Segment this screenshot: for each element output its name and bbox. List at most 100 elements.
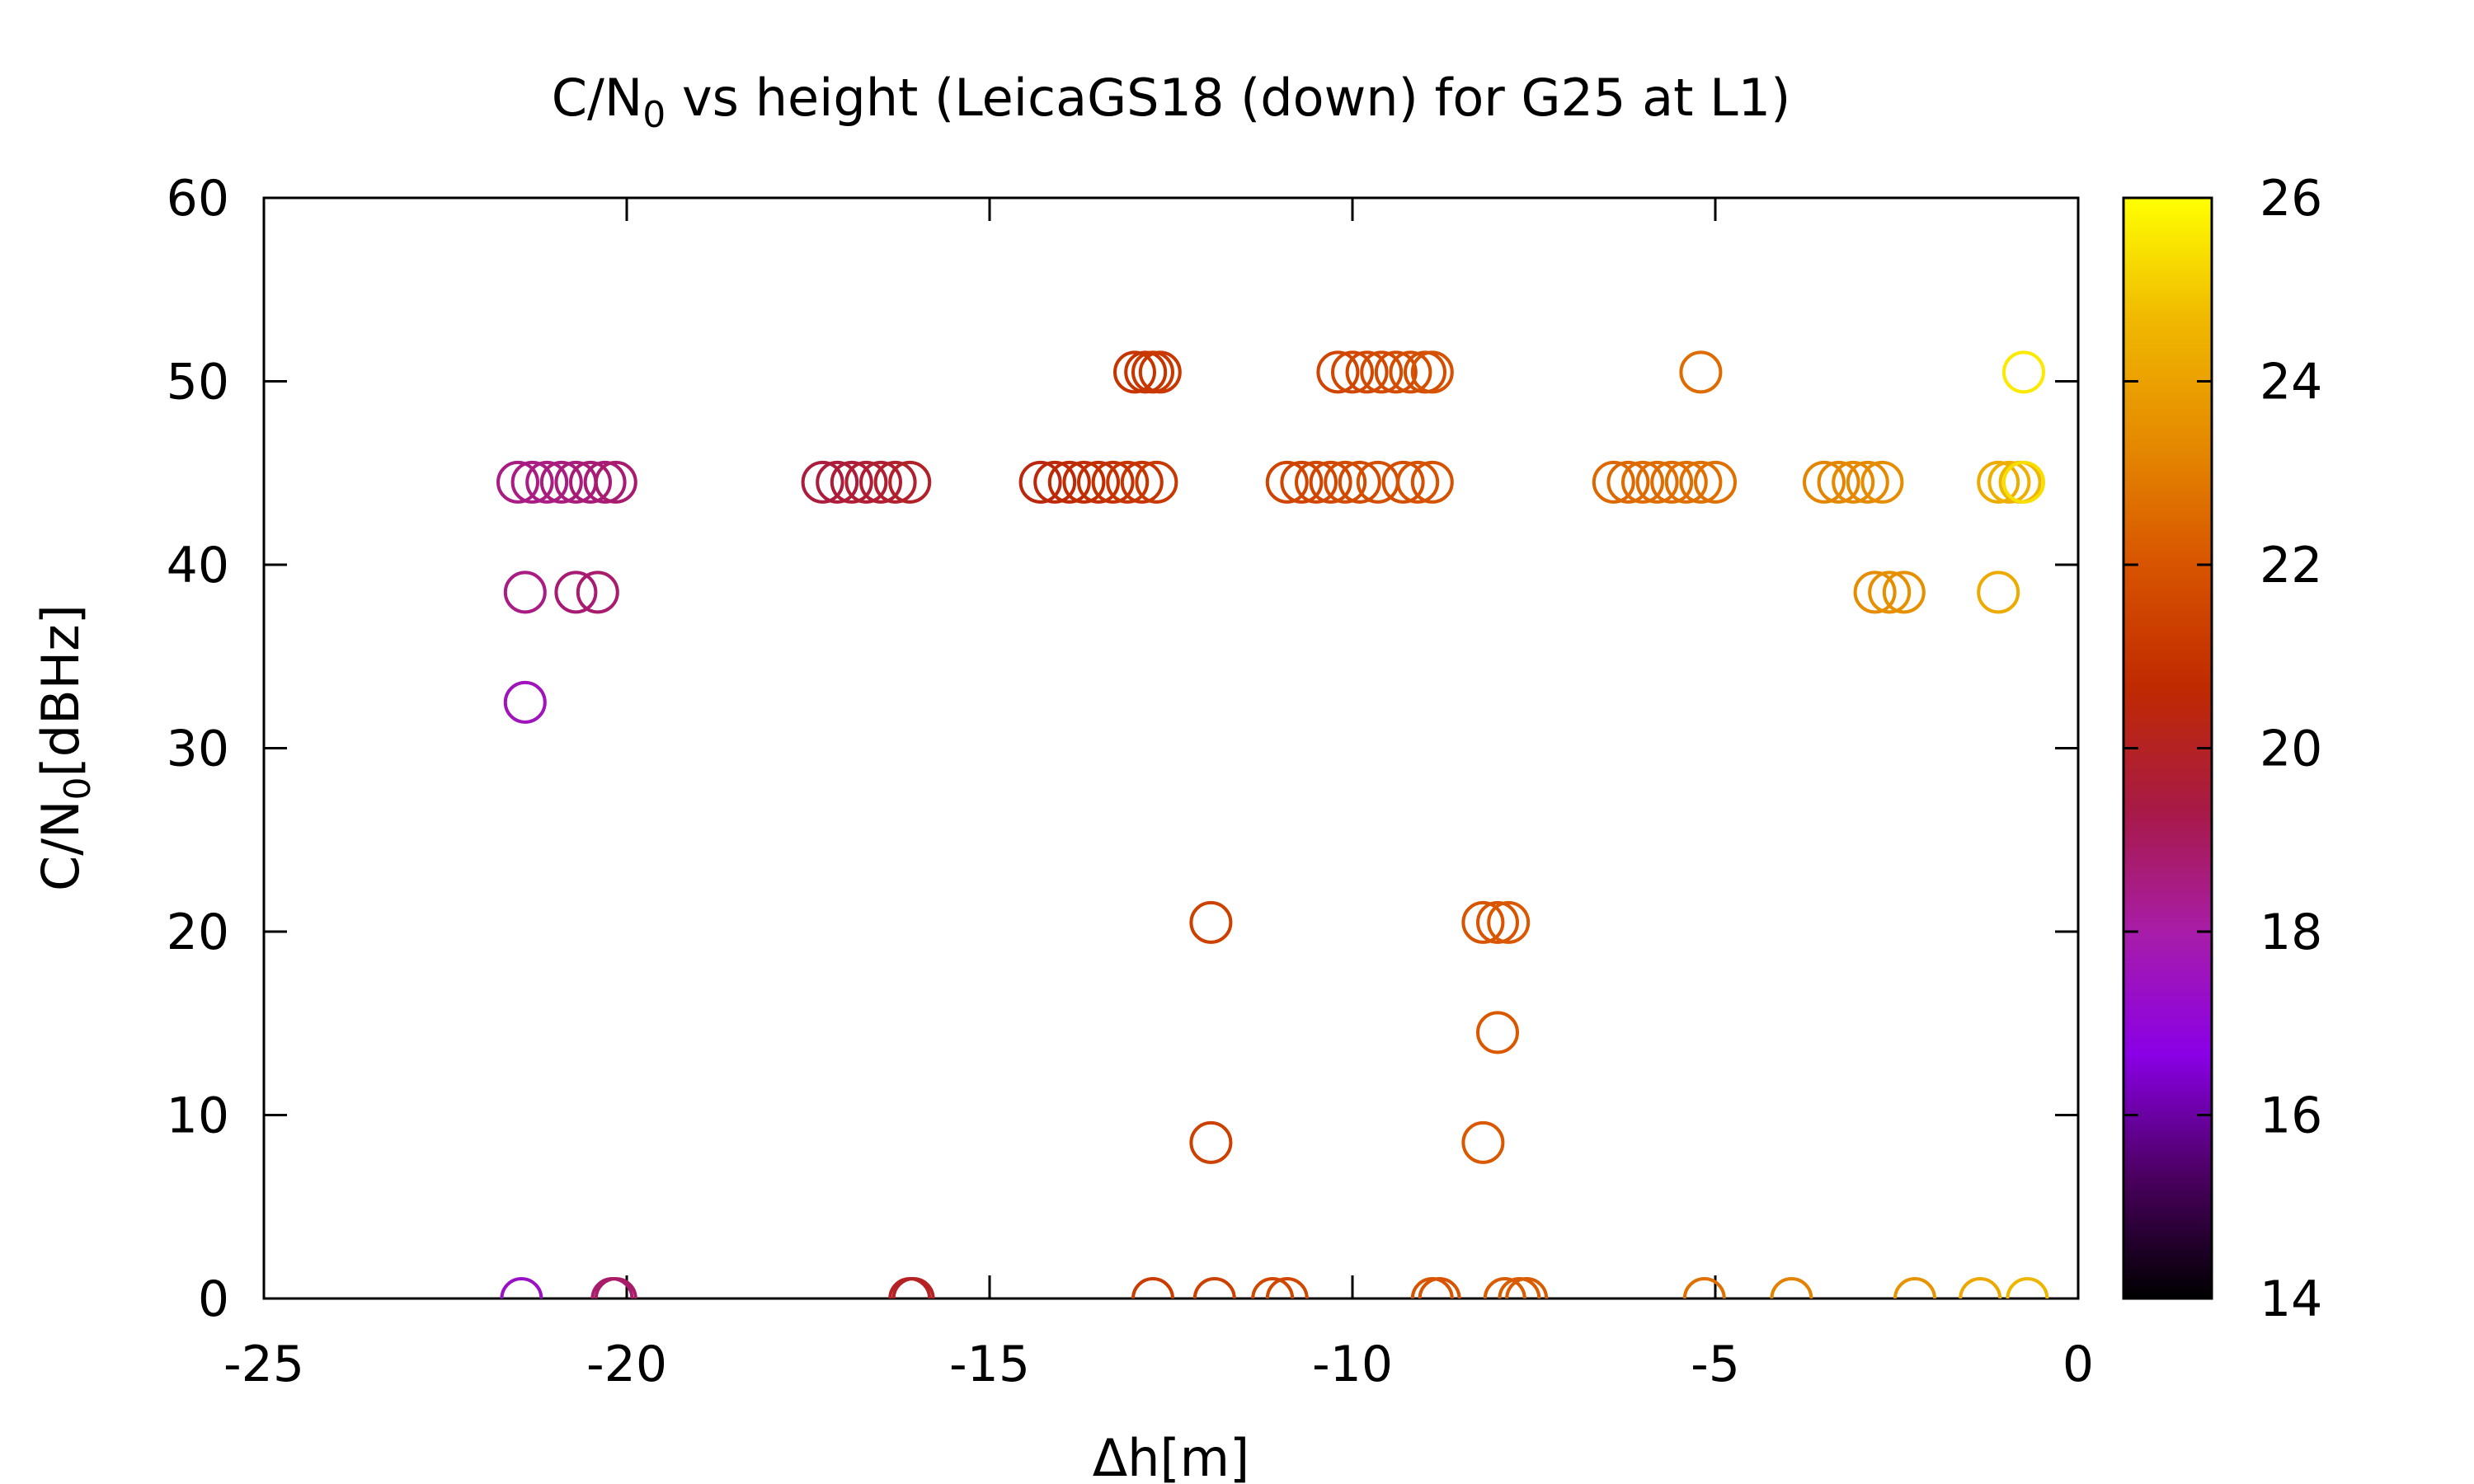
data-point (1977, 571, 2020, 614)
data-point (1635, 460, 1679, 504)
data-point (525, 460, 569, 504)
data-point (1062, 460, 1106, 504)
y-tick-label: 40 (167, 537, 229, 594)
data-point (891, 1277, 935, 1298)
data-point (1987, 460, 2031, 504)
x-tick-label: -20 (586, 1336, 667, 1393)
data-point (1280, 460, 1324, 504)
data-point (844, 460, 888, 504)
data-point (1505, 1277, 1549, 1298)
data-point (1192, 1277, 1236, 1298)
data-point (1138, 350, 1182, 394)
data-point (554, 571, 598, 614)
data-point (594, 460, 637, 504)
data-point (1077, 460, 1120, 504)
y-tick-label: 60 (167, 170, 229, 228)
data-point (1331, 350, 1374, 394)
data-point (1360, 350, 1404, 394)
data-point (1483, 1277, 1526, 1298)
data-point (1592, 460, 1635, 504)
x-tick-label: -25 (223, 1336, 304, 1393)
data-point (569, 460, 612, 504)
data-point (1694, 460, 1737, 504)
data-point (1882, 571, 1926, 614)
data-point (1977, 460, 2020, 504)
data-point (503, 571, 547, 614)
colorbar-tick-label: 26 (2260, 170, 2322, 228)
data-point (1265, 460, 1309, 504)
data-point (1853, 571, 1897, 614)
data-point (1650, 460, 1694, 504)
data-point (1135, 460, 1178, 504)
data-point (1621, 460, 1664, 504)
data-point (503, 680, 547, 724)
y-tick-label: 30 (167, 721, 229, 778)
data-point (1998, 460, 2042, 504)
x-tick-label: 0 (2062, 1336, 2094, 1393)
data-point (1113, 350, 1156, 394)
colorbar-tick-label: 20 (2260, 721, 2322, 778)
data-point (583, 460, 627, 504)
data-point (1606, 460, 1650, 504)
x-tick-label: -5 (1691, 1336, 1740, 1393)
data-point (2006, 1277, 2049, 1298)
data-point (1189, 900, 1233, 944)
data-point (1033, 460, 1077, 504)
data-point (1047, 460, 1091, 504)
data-point (539, 460, 583, 504)
data-point (1295, 460, 1338, 504)
data-point (2002, 460, 2045, 504)
data-point (1338, 460, 1381, 504)
data-point (1487, 900, 1531, 944)
data-point (1091, 460, 1135, 504)
data-point (1120, 460, 1164, 504)
data-point (1803, 460, 1846, 504)
data-point (1410, 350, 1454, 394)
y-axis-label: C/N0[dBHz] (31, 604, 99, 891)
data-point (1664, 460, 1708, 504)
data-point (1389, 350, 1432, 394)
data-point (1461, 1120, 1505, 1164)
data-point (1418, 1277, 1461, 1298)
data-point (830, 460, 873, 504)
y-axis: 0 10 20 30 40 50 60 (167, 170, 2078, 1328)
y-tick-label: 0 (198, 1270, 229, 1328)
data-point (1817, 460, 1860, 504)
data-point (1309, 460, 1352, 504)
data-point (1679, 460, 1723, 504)
data-point (1189, 1120, 1233, 1164)
data-point (510, 460, 554, 504)
data-point (859, 460, 902, 504)
chart-title: C/N0 vs height (LeicaGS18 (down) for G25… (552, 68, 1791, 136)
x-axis: -25 -20 -15 -10 -5 0 (223, 198, 2094, 1393)
data-point (1770, 1277, 1813, 1298)
x-tick-label: -10 (1312, 1336, 1393, 1393)
data-point (1131, 1277, 1174, 1298)
colorbar-tick-label: 16 (2260, 1087, 2322, 1145)
colorbar-tick-label: 14 (2260, 1270, 2322, 1328)
data-point (594, 1277, 637, 1298)
data-point (496, 460, 539, 504)
data-point (1345, 350, 1389, 394)
data-point (1476, 900, 1519, 944)
data-point (1476, 1011, 1519, 1054)
data-point (500, 1277, 543, 1298)
colorbar-axis: 14 16 18 20 22 24 26 (2124, 170, 2322, 1328)
data-point (873, 460, 917, 504)
data-point (1374, 350, 1418, 394)
y-tick-label: 20 (167, 904, 229, 961)
data-point (1846, 460, 1889, 504)
x-tick-label: -15 (949, 1336, 1030, 1393)
data-point (1410, 460, 1454, 504)
data-point (1832, 460, 1875, 504)
data-point (1893, 1277, 1936, 1298)
y-tick-label: 10 (167, 1087, 229, 1145)
data-point (816, 460, 859, 504)
data-point (1316, 350, 1360, 394)
data-point (1860, 460, 1904, 504)
data-point (1381, 460, 1425, 504)
data-point (1265, 1277, 1309, 1298)
data-point (888, 460, 932, 504)
x-axis-label: Δh[m] (1093, 1428, 1249, 1484)
